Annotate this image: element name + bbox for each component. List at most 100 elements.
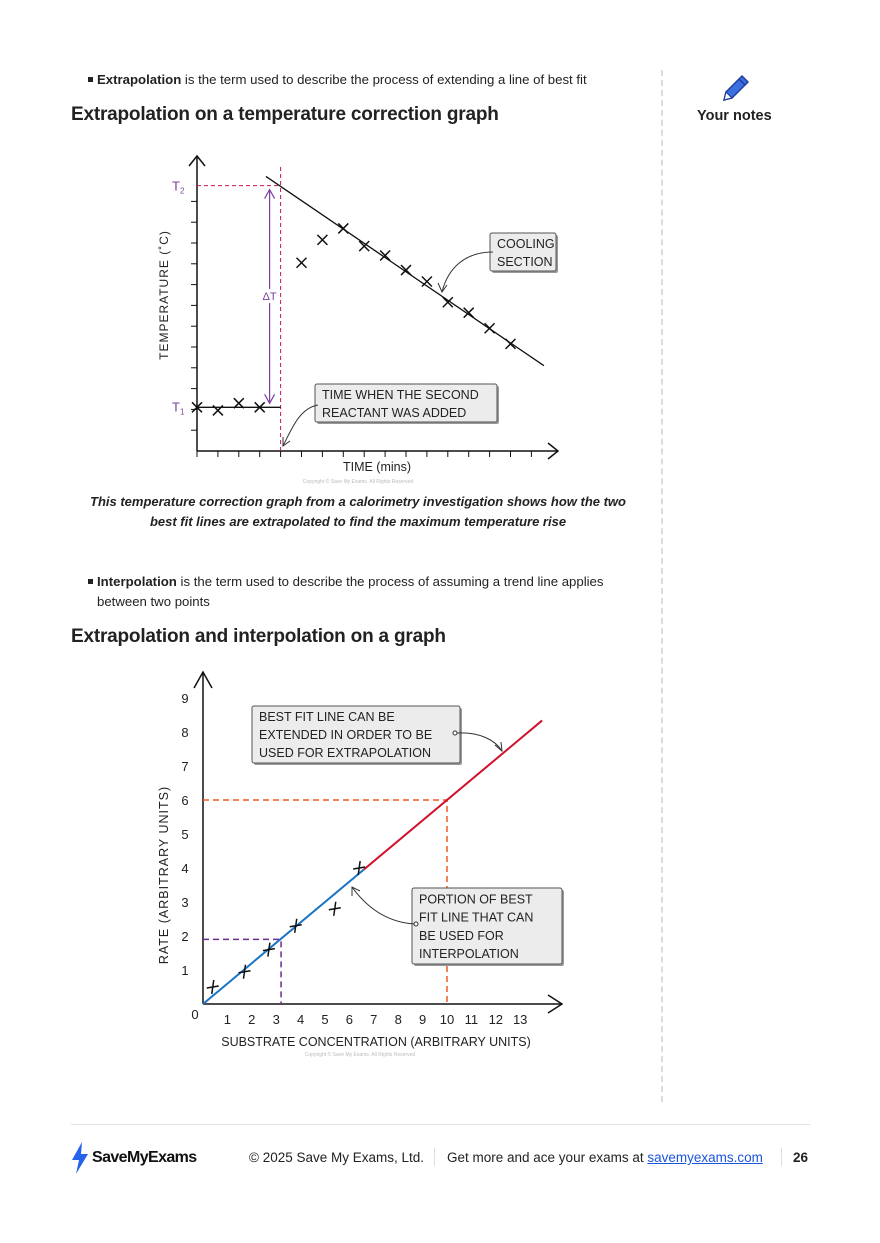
cooling-section-callout-text: COOLING: [497, 237, 555, 251]
interpolation-callout-text: FIT LINE THAT CAN: [419, 911, 533, 925]
footer-divider: [71, 1124, 810, 1125]
heading-extrapolation: Extrapolation on a temperature correctio…: [71, 104, 499, 125]
logo-text: SaveMyExams: [92, 1149, 197, 1166]
data-point: [254, 401, 266, 413]
cooling-section-callout-text: SECTION: [497, 255, 553, 269]
x-tick-label: 13: [513, 1012, 527, 1027]
data-point: [295, 257, 308, 269]
arrowhead-icon: [282, 437, 291, 447]
bullet-interpolation: Interpolation is the term used to descri…: [97, 574, 604, 609]
footer-link[interactable]: savemyexams.com: [647, 1150, 763, 1165]
y-tick-label: 8: [181, 725, 188, 740]
your-notes-label: Your notes: [697, 108, 772, 124]
arrowhead-icon: [351, 886, 361, 896]
interpolation-callout-arrow: [351, 886, 415, 925]
x-tick-label: 12: [489, 1012, 503, 1027]
extrapolation-callout: [251, 705, 461, 764]
y-tick-label: 5: [181, 827, 188, 842]
data-point: [206, 979, 219, 995]
y-tick-label: 4: [181, 861, 188, 876]
data-point: [442, 296, 454, 308]
y-tick-label: 1: [181, 963, 188, 978]
copyright-watermark: Copyright © Save My Exams. All Rights Re…: [303, 478, 414, 485]
data-point: [379, 249, 391, 262]
y-axis-label: TEMPERATURE (˚C): [157, 230, 171, 360]
save-my-exams-logo-icon: [72, 1142, 88, 1174]
x-tick-label: 11: [465, 1012, 479, 1027]
data-point: [316, 234, 328, 246]
x-axis-arrow-icon: [547, 994, 564, 1014]
data-point: [484, 322, 496, 334]
data-point: [421, 275, 433, 288]
interpolation-line: [202, 868, 365, 1005]
data-point: [238, 964, 251, 979]
arrowhead-icon: [494, 741, 503, 753]
addition-callout-arrow: [282, 404, 319, 447]
y-tick-label: 7: [181, 759, 188, 774]
x-tick-label: 10: [440, 1012, 454, 1027]
data-point: [400, 264, 412, 276]
extrapolation-callout-text: BEST FIT LINE CAN BE: [259, 710, 395, 724]
extrapolation-callout-text: USED FOR EXTRAPOLATION: [259, 746, 431, 760]
interpolation-callout-text: BE USED FOR: [419, 929, 504, 943]
y-axis-arrow-icon: [188, 154, 206, 167]
x-tick-label: 9: [419, 1012, 426, 1027]
y-tick-label: 3: [181, 895, 188, 910]
data-point: [353, 860, 366, 876]
addition-time-callout-text: REACTANT WAS ADDED: [322, 406, 466, 420]
delta-t-label-bg: [261, 289, 278, 303]
addition-time-callout: [314, 383, 498, 423]
figure-caption: This temperature correction graph from a…: [90, 494, 626, 529]
data-point: [358, 240, 370, 252]
x-tick-label: 2: [248, 1012, 255, 1027]
notes-divider: [661, 70, 663, 1102]
x-axis-label: TIME (mins): [343, 460, 411, 474]
pencil-icon: [722, 74, 750, 102]
interpolation-callout: [411, 887, 563, 965]
footer-promo: Get more and ace your exams at savemyexa…: [447, 1150, 763, 1165]
x-axis-label: SUBSTRATE CONCENTRATION (ARBITRARY UNITS…: [221, 1035, 531, 1049]
page-number: 26: [793, 1150, 809, 1165]
data-point: [463, 307, 475, 319]
data-point: [212, 404, 224, 416]
extrapolation-callout-text: EXTENDED IN ORDER TO BE: [259, 728, 432, 742]
heading-interpolation: Extrapolation and interpolation on a gra…: [71, 626, 446, 647]
x-tick-label: 1: [224, 1012, 231, 1027]
x-axis-arrow-icon: [547, 442, 560, 460]
footer-separator: [781, 1148, 782, 1166]
interpolation-guide: [203, 938, 282, 1004]
delta-t-label: ΔT: [263, 291, 277, 303]
delta-t-arrowheads-icon: [264, 188, 276, 405]
y-tick-label: 2: [181, 929, 188, 944]
y-axis-arrow-icon: [193, 670, 213, 689]
y-tick-label: 9: [181, 691, 188, 706]
bullet-extrapolation: Extrapolation is the term used to descri…: [97, 72, 587, 87]
y-tick-label: 6: [181, 793, 188, 808]
extrapolation-line: [363, 719, 543, 871]
bullet-marker: [88, 77, 93, 82]
arrowhead-icon: [437, 282, 448, 294]
footer-copyright: © 2025 Save My Exams, Ltd.: [249, 1150, 425, 1165]
data-point: [328, 901, 341, 916]
copyright-watermark: Copyright © Save My Exams. All Rights Re…: [305, 1051, 416, 1058]
x-tick-label: 8: [395, 1012, 402, 1027]
cooling-callout-arrow: [441, 251, 494, 293]
callout-dot: [413, 921, 419, 927]
footer-separator: [434, 1148, 435, 1166]
data-point: [262, 942, 276, 957]
x-tick-label: 7: [370, 1012, 377, 1027]
interpolation-callout-text: INTERPOLATION: [419, 947, 519, 961]
data-point: [289, 918, 302, 933]
bullet-marker: [88, 579, 93, 584]
x-tick-label: 6: [346, 1012, 353, 1027]
data-point: [504, 338, 517, 350]
x-tick-label: 4: [297, 1012, 304, 1027]
data-point: [337, 222, 349, 234]
addition-time-callout-text: TIME WHEN THE SECOND: [322, 388, 479, 402]
x-tick-label: 3: [273, 1012, 280, 1027]
x-tick-label: 5: [321, 1012, 328, 1027]
callout-dot: [452, 730, 458, 736]
interpolation-callout-text: PORTION OF BEST: [419, 892, 533, 906]
